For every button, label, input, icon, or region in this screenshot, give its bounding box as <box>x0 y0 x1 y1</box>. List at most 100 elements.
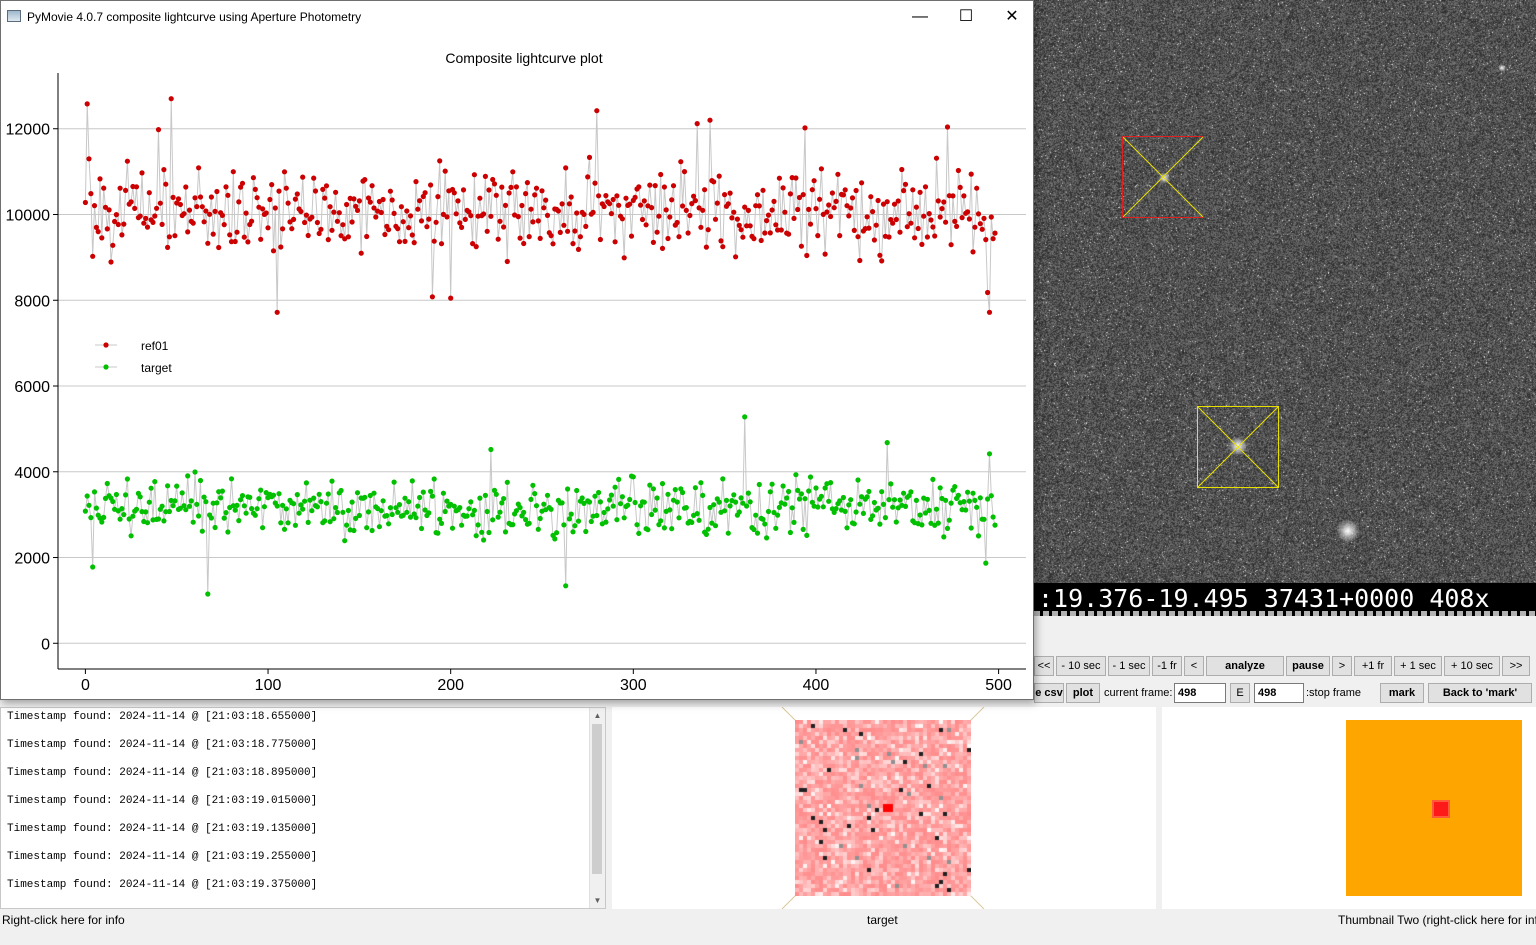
data-point-ref01 <box>150 219 156 225</box>
data-point-ref01 <box>263 210 269 216</box>
data-point-target <box>751 526 757 533</box>
stop-frame-input[interactable]: 498 <box>1254 683 1304 703</box>
e-button[interactable]: E <box>1230 683 1250 703</box>
data-point-ref01 <box>910 187 916 193</box>
data-point-ref01 <box>700 207 706 213</box>
data-point-target <box>986 451 993 457</box>
data-point-ref01 <box>358 250 364 256</box>
data-point-target <box>261 504 267 510</box>
data-point-target <box>407 514 414 520</box>
data-point-ref01 <box>406 225 412 231</box>
data-point-target <box>753 512 759 518</box>
data-point-ref01 <box>431 238 437 244</box>
data-point-ref01 <box>407 213 414 219</box>
plot-button[interactable]: plot <box>1066 683 1100 703</box>
data-point-target <box>256 496 262 502</box>
nav-plus-1-frame-button[interactable]: +1 fr <box>1354 656 1392 676</box>
data-point-ref01 <box>530 219 536 225</box>
data-point-ref01 <box>680 203 686 209</box>
data-point-target <box>296 510 302 516</box>
scroll-up-icon[interactable]: ▲ <box>593 711 602 720</box>
data-point-target <box>504 479 510 485</box>
data-point-target <box>970 490 976 496</box>
nav-plus-10-sec-button[interactable]: + 10 sec <box>1444 656 1500 676</box>
data-point-ref01 <box>117 185 123 191</box>
plot-window[interactable]: PyMovie 4.0.7 composite lightcurve using… <box>0 0 1034 700</box>
minimize-icon[interactable]: — <box>912 8 928 25</box>
nav-minus-1-sec-button[interactable]: - 1 sec <box>1108 656 1150 676</box>
star-field-image[interactable] <box>1034 0 1536 586</box>
data-point-target <box>652 507 658 513</box>
data-point-target <box>621 515 627 521</box>
status-right[interactable]: Thumbnail Two (right-click here for info… <box>1338 913 1536 927</box>
nav-last-button[interactable]: >> <box>1502 656 1530 676</box>
data-point-ref01 <box>764 218 770 224</box>
nav-next-button[interactable]: > <box>1332 656 1352 676</box>
log-text-area[interactable]: Timestamp found: 2024-11-14 @ [21:03:18.… <box>0 707 606 909</box>
data-point-target <box>488 446 494 453</box>
close-icon[interactable]: ✕ <box>1005 8 1019 25</box>
data-point-ref01 <box>351 196 357 202</box>
data-point-ref01 <box>533 185 540 191</box>
data-point-target <box>161 518 167 524</box>
data-point-target <box>793 472 799 478</box>
nav-minus-1-frame-button[interactable]: -1 fr <box>1152 656 1182 676</box>
status-left[interactable]: Right-click here for info <box>2 913 125 927</box>
scroll-thumb[interactable] <box>592 724 602 874</box>
data-point-ref01 <box>168 96 174 102</box>
data-point-ref01 <box>798 243 805 249</box>
nav-first-button[interactable]: << <box>1034 656 1054 676</box>
data-point-ref01 <box>303 212 309 218</box>
data-point-target <box>101 514 107 520</box>
data-point-ref01 <box>765 212 772 218</box>
data-point-target <box>323 500 330 506</box>
data-point-target <box>338 487 344 494</box>
nav-plus-1-sec-button[interactable]: + 1 sec <box>1394 656 1442 676</box>
maximize-icon[interactable]: ☐ <box>958 8 974 25</box>
data-point-ref01 <box>144 224 151 230</box>
data-point-target <box>406 499 412 505</box>
data-point-ref01 <box>800 192 806 198</box>
pause-button[interactable]: pause <box>1286 656 1330 676</box>
data-point-target <box>477 495 483 501</box>
legend-label-target: target <box>141 361 172 375</box>
data-point-ref01 <box>382 231 388 238</box>
data-point-ref01 <box>543 197 549 203</box>
nav-prev-button[interactable]: < <box>1184 656 1204 676</box>
data-point-ref01 <box>521 240 527 247</box>
data-point-ref01 <box>312 188 319 194</box>
data-point-ref01 <box>181 211 187 217</box>
current-frame-input[interactable]: 498 <box>1174 683 1226 703</box>
data-point-target <box>305 519 311 525</box>
title-bar[interactable]: PyMovie 4.0.7 composite lightcurve using… <box>1 1 1033 33</box>
scroll-down-icon[interactable]: ▼ <box>593 896 602 905</box>
data-point-target <box>470 512 476 518</box>
ref-aperture-box[interactable] <box>1122 136 1204 218</box>
lightcurve-plot[interactable]: Composite lightcurve plot020004000600080… <box>1 33 1033 699</box>
data-point-target <box>482 492 488 498</box>
data-point-ref01 <box>428 182 434 188</box>
data-point-target <box>177 505 183 511</box>
data-point-ref01 <box>455 198 461 204</box>
data-point-ref01 <box>906 211 912 217</box>
write-csv-button[interactable]: e csv <box>1034 683 1064 703</box>
target-aperture-box[interactable] <box>1197 406 1279 488</box>
nav-minus-10-sec-button[interactable]: - 10 sec <box>1056 656 1106 676</box>
data-point-ref01 <box>219 212 225 218</box>
log-scrollbar[interactable]: ▲ ▼ <box>589 708 605 908</box>
data-point-target <box>351 527 357 534</box>
data-point-target <box>331 516 337 522</box>
data-point-ref01 <box>632 194 638 200</box>
back-to-mark-button[interactable]: Back to 'mark' <box>1428 683 1532 703</box>
analyze-button[interactable]: analyze <box>1206 656 1284 676</box>
data-point-target <box>254 506 260 512</box>
data-point-ref01 <box>661 184 668 190</box>
mark-button[interactable]: mark <box>1380 683 1424 703</box>
data-point-ref01 <box>104 226 110 232</box>
data-point-ref01 <box>223 184 229 190</box>
legend-marker-target <box>103 364 109 370</box>
thumbnail-two[interactable] <box>1162 707 1536 909</box>
data-point-ref01 <box>703 244 710 250</box>
thumbnail-one[interactable] <box>612 707 1156 909</box>
data-point-ref01 <box>669 197 675 203</box>
